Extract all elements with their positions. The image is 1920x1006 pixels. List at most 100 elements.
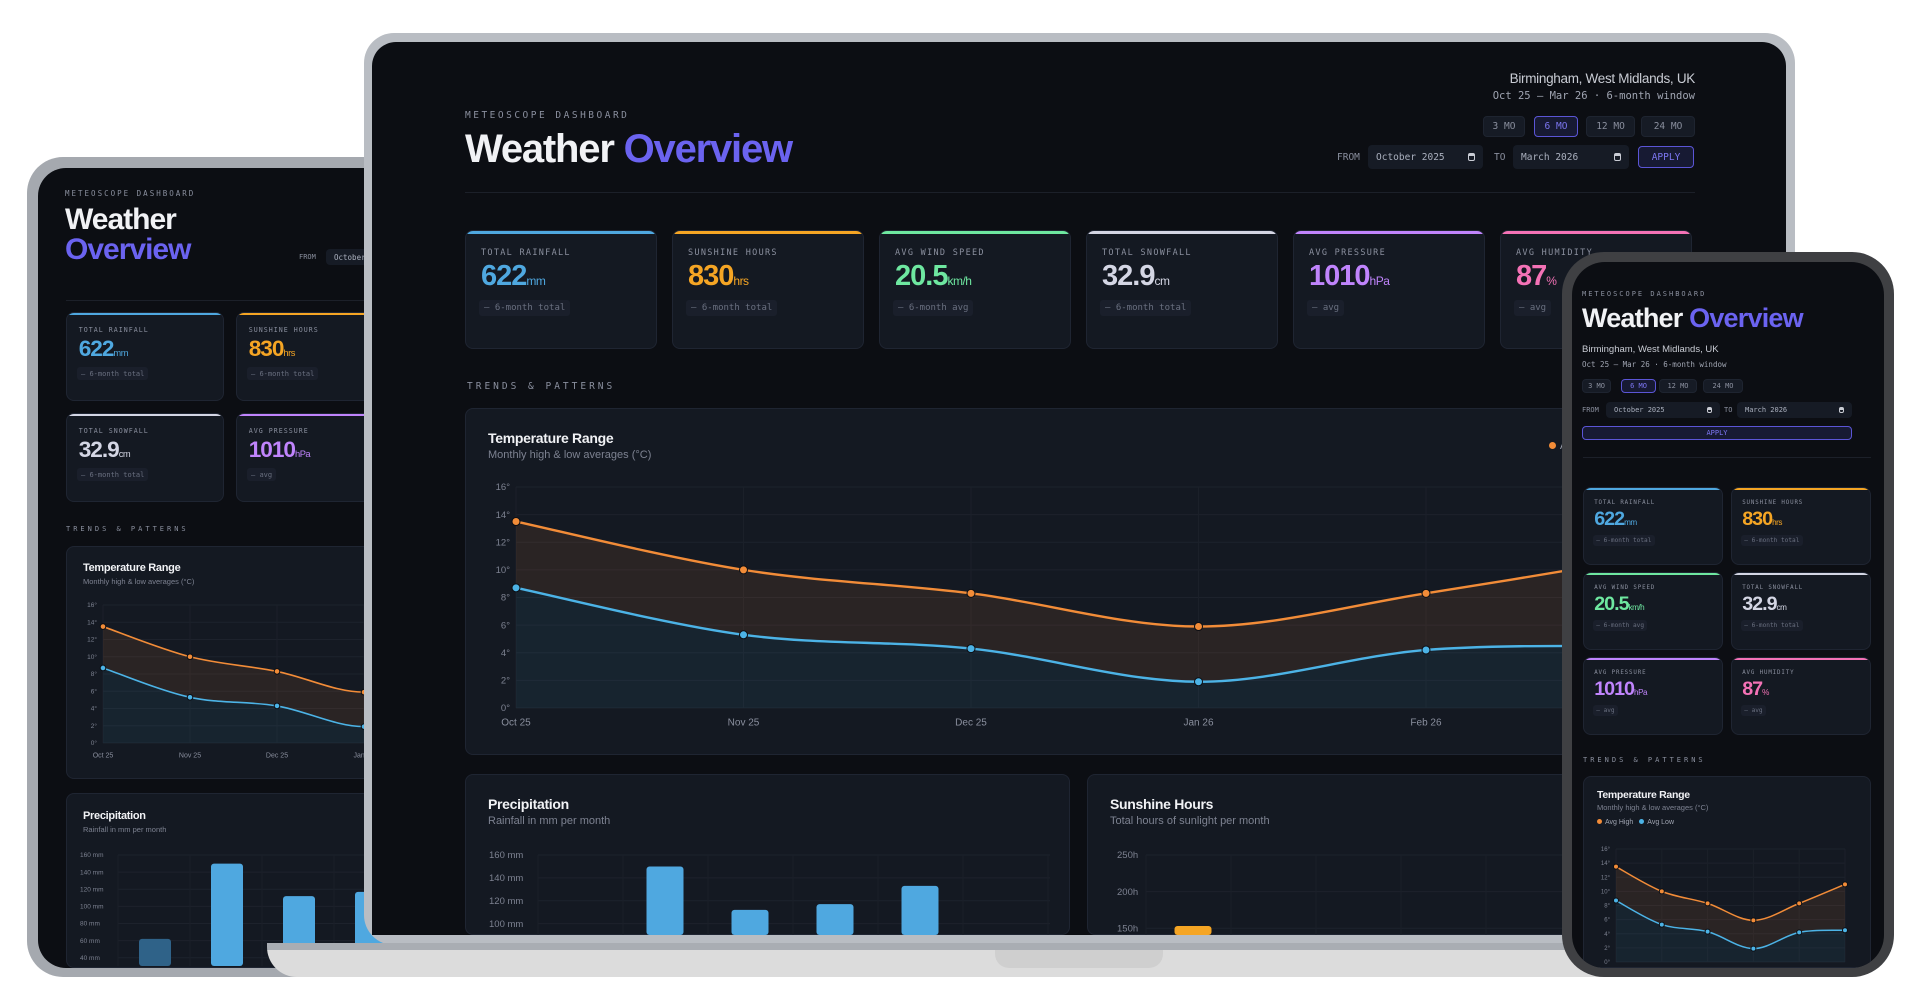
stat-number: 20.5 [1594, 592, 1629, 615]
card-accent-bar [237, 313, 393, 316]
y-tick-label: 16° [496, 482, 511, 493]
page-title: Weather Overview [465, 127, 793, 172]
stat-number: 1010 [1309, 260, 1371, 292]
from-date-input-value: October 2025 [1376, 151, 1445, 163]
stat-number: 622 [1594, 507, 1625, 530]
stat-number: 1010 [248, 436, 296, 462]
y-tick-label: 0° [501, 703, 510, 714]
avg-low-point [1658, 921, 1665, 928]
avg-high-line [515, 520, 1654, 628]
y-tick-label: 0° [91, 739, 98, 747]
y-tick-label: 40 mm [80, 955, 100, 962]
range-button-6mo[interactable]: 6 MO [1534, 116, 1578, 137]
chart-title: Temperature Range [488, 430, 614, 446]
bar [901, 885, 939, 935]
y-tick-label: 10° [87, 653, 97, 661]
stat-card-total-rainfall: TOTAL RAINFALL 622mm — 6-month total [1583, 487, 1723, 565]
stat-note: — 6-month total [77, 366, 149, 381]
avg-high-point [1796, 900, 1803, 907]
stat-number: 32.9 [1742, 592, 1777, 615]
y-tick-label: 160 mm [489, 850, 523, 861]
stat-value: 32.9cm [1742, 592, 1787, 616]
stat-unit: hrs [1772, 517, 1782, 527]
range-button-3mo[interactable]: 3 MO [1483, 116, 1525, 137]
stat-card-total-snowfall: TOTAL SNOWFALL 32.9cm — 6-month total [66, 413, 224, 502]
range-button-3mo[interactable]: 3 MO [1582, 379, 1611, 393]
legend-dot-high [1597, 819, 1602, 824]
from-date-input[interactable]: October 2025 [1368, 145, 1483, 169]
stat-note: — 6-month total [686, 300, 778, 316]
chart-subtitle: Rainfall in mm per month [488, 815, 611, 827]
avg-high-point [739, 565, 748, 575]
range-button-24mo[interactable]: 24 MO [1641, 116, 1695, 137]
card-accent-bar [673, 231, 863, 234]
apply-button[interactable]: APPLY [1582, 426, 1852, 440]
bar [139, 938, 171, 966]
y-tick-label: 16° [87, 601, 97, 609]
legend-dot-high [1549, 442, 1556, 449]
app-label: METEOSCOPE DASHBOARD [465, 110, 630, 121]
y-tick-label: 2° [501, 676, 510, 687]
low-area [1616, 900, 1845, 962]
avg-high-point [1658, 888, 1665, 895]
stat-label: AVG PRESSURE [248, 427, 309, 436]
calendar-icon [1707, 406, 1713, 413]
stat-value: 20.5km/h [895, 260, 972, 293]
y-tick-label: 250h [1117, 850, 1138, 861]
stat-card-total-snowfall: TOTAL SNOWFALL 32.9cm — 6-month total [1731, 572, 1871, 650]
y-tick-label: 2° [1604, 946, 1610, 952]
avg-low-point [273, 702, 281, 710]
date-window: Oct 25 — Mar 26 · 6-month window [1492, 90, 1695, 102]
stat-number: 622 [481, 260, 527, 292]
y-tick-label: 14° [1601, 861, 1611, 867]
card-accent-bar [1732, 488, 1870, 491]
to-date-input[interactable]: March 2026 [1513, 145, 1629, 169]
avg-high-point [966, 588, 976, 598]
stat-card-avg-pressure: AVG PRESSURE 1010hPa — avg [1293, 230, 1485, 349]
chart-title: Precipitation [83, 810, 146, 822]
avg-high-point [1613, 863, 1619, 870]
y-tick-label: 160 mm [80, 852, 103, 859]
range-button-6mo[interactable]: 6 MO [1621, 379, 1656, 393]
card-accent-bar [237, 414, 393, 417]
stat-note: — 6-month total [1740, 534, 1803, 546]
to-date-input-value: March 2026 [1745, 406, 1788, 414]
range-area [516, 521, 1654, 682]
avg-high-point [1750, 917, 1757, 924]
y-tick-label: 14° [87, 618, 97, 626]
y-tick-label: 16° [1601, 847, 1611, 853]
range-button-12mo[interactable]: 12 MO [1586, 116, 1635, 137]
from-date-input[interactable]: October 2025 [1606, 402, 1720, 418]
stat-number: 830 [1742, 507, 1773, 530]
range-button-24mo[interactable]: 24 MO [1703, 379, 1743, 393]
avg-low-point [1842, 927, 1848, 934]
stat-value: 1010hPa [1594, 678, 1647, 701]
to-date-input[interactable]: March 2026 [1737, 402, 1852, 418]
y-tick-label: 120 mm [489, 896, 523, 907]
card-accent-bar [1584, 573, 1722, 576]
chart-subtitle: Rainfall in mm per month [83, 825, 167, 834]
y-tick-label: 10° [496, 565, 511, 576]
y-tick-label: 10° [1601, 889, 1611, 895]
avg-high-point [1842, 881, 1848, 888]
stat-note: — avg [1592, 704, 1619, 716]
stat-label: TOTAL RAINFALL [78, 326, 149, 335]
range-button-12mo[interactable]: 12 MO [1659, 379, 1697, 393]
stat-unit: km/h [947, 274, 972, 288]
avg-low-point [1796, 929, 1803, 936]
stat-label: AVG WIND SPEED [1594, 584, 1656, 591]
apply-button[interactable]: APPLY [1638, 146, 1694, 168]
to-label: TO [1494, 152, 1506, 163]
stat-number: 87 [1742, 677, 1763, 700]
x-tick-label: Nov 25 [728, 718, 760, 729]
stat-unit: mm [526, 274, 546, 288]
stat-label: AVG PRESSURE [1309, 248, 1387, 258]
stat-number: 1010 [1594, 677, 1635, 700]
header-divider [465, 192, 1695, 193]
avg-low-point [1194, 677, 1203, 687]
laptop-screen: METEOSCOPE DASHBOARD Weather Overview Birm… [372, 42, 1786, 935]
stat-card-total-rainfall: TOTAL RAINFALL 622mm — 6-month total [465, 230, 657, 349]
chart-canvas: 0° 2° 4° 6° 8° 10° 12° 14° 16° [1601, 847, 1848, 966]
chart-title: Temperature Range [83, 562, 181, 574]
stat-label: TOTAL SNOWFALL [78, 427, 149, 436]
